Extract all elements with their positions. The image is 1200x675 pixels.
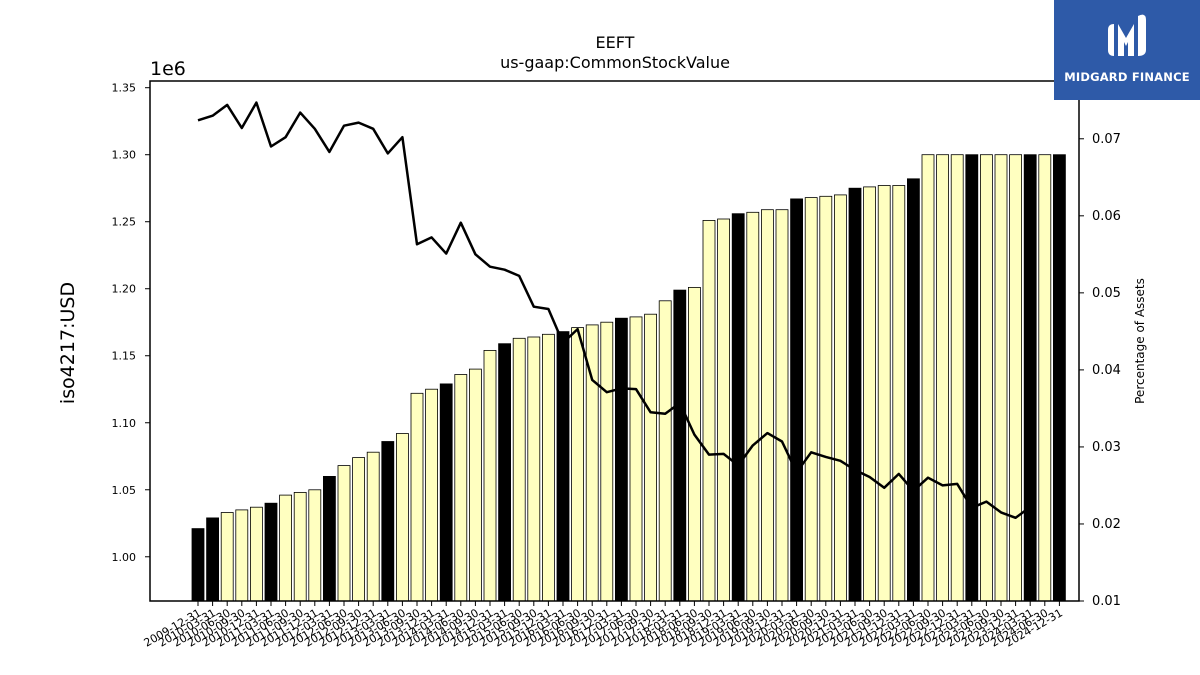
bar-2011-12-31 (308, 489, 322, 602)
y2-tick-label: 0.06 (1092, 209, 1121, 224)
bar-2018-03-31 (673, 289, 687, 602)
bar-2014-12-31 (483, 349, 497, 602)
bar-2011-06-30 (279, 494, 293, 602)
y2-tick-label: 0.02 (1092, 517, 1121, 532)
bar-2019-06-30 (746, 211, 760, 602)
bar-2021-12-31 (892, 185, 906, 602)
bar-2017-09-30 (644, 313, 657, 602)
bar-2022-12-31 (950, 154, 964, 602)
bar-2017-03-31 (615, 317, 628, 602)
chart-title: EEFT (596, 33, 635, 52)
y2-axis-label: Percentage of Assets (1133, 278, 1147, 404)
bar-2015-12-31 (542, 333, 555, 602)
bar-2017-12-31 (658, 300, 672, 602)
bar-2012-12-31 (366, 451, 380, 602)
bar-2024-03-31 (1023, 154, 1037, 602)
bar-2018-09-30 (702, 219, 716, 602)
bar-2017-06-30 (629, 316, 643, 602)
bar-2013-06-30 (395, 433, 409, 602)
y-tick-label: 1.10 (112, 417, 137, 430)
bar-2018-12-31 (717, 218, 730, 602)
bar-2022-06-30 (921, 154, 935, 602)
y2-tick-label: 0.03 (1092, 440, 1121, 455)
bar-2012-06-30 (337, 465, 351, 602)
y2-tick-label: 0.04 (1092, 363, 1121, 378)
bar-2014-09-30 (468, 368, 482, 602)
y-axis-ticks: 1.00 1.05 1.10 1.15 1.20 1.25 1.30 1.35 (112, 82, 150, 564)
bar-2021-09-30 (877, 185, 891, 602)
bar-2015-06-30 (512, 337, 526, 602)
bar-2021-03-31 (848, 187, 862, 602)
y-tick-label: 1.35 (112, 82, 137, 95)
plot-frame (149, 80, 1080, 602)
bar-2010-06-30 (220, 512, 234, 602)
y2-tick-label: 0.07 (1092, 132, 1121, 147)
bar-2010-09-30 (235, 509, 249, 602)
bar-2016-12-31 (600, 321, 614, 602)
percent-of-assets-line (197, 101, 1031, 520)
bar-2019-09-30 (761, 209, 774, 602)
bar-2023-12-31 (1009, 154, 1022, 602)
bar-2013-09-30 (410, 392, 424, 602)
bar-2012-03-31 (322, 475, 336, 602)
x-axis-ticks: 2009-12-312010-03-312010-06-302010-09-30… (142, 601, 1065, 650)
y2-axis-ticks: 0.01 0.02 0.03 0.04 0.05 0.06 0.07 (1079, 132, 1121, 609)
bar-2020-12-31 (834, 194, 847, 602)
bar-2012-09-30 (352, 457, 366, 602)
bar-2014-03-31 (439, 383, 453, 602)
y-tick-label: 1.15 (112, 350, 137, 363)
bar-2014-06-30 (454, 374, 468, 602)
bar-2018-06-30 (688, 286, 701, 602)
bar-2022-03-31 (907, 178, 920, 602)
bar-2020-03-31 (790, 198, 803, 602)
y-tick-label: 1.30 (112, 149, 137, 162)
bar-2024-06-30 (1038, 154, 1052, 602)
bar-2011-09-30 (293, 491, 307, 602)
y2-tick-label: 0.01 (1092, 594, 1121, 609)
brand-name: MIDGARD FINANCE (1064, 70, 1190, 84)
bar-2020-09-30 (819, 195, 833, 602)
bar-2010-03-31 (206, 517, 220, 602)
bar-2015-03-31 (498, 343, 512, 602)
y-offset-text: 1e6 (150, 58, 186, 80)
bar-series (191, 154, 1066, 602)
bar-2009-12-31 (191, 528, 205, 602)
percent-line-series (197, 101, 1031, 520)
bar-2010-12-31 (249, 506, 263, 602)
bar-2013-03-31 (381, 441, 395, 602)
bar-2016-03-31 (556, 331, 570, 602)
bar-2019-12-31 (775, 209, 789, 602)
bar-2011-03-31 (264, 502, 278, 602)
bar-2013-12-31 (425, 388, 439, 602)
bar-2020-06-30 (804, 197, 818, 602)
bar-2023-06-30 (980, 154, 993, 602)
y-tick-label: 1.05 (112, 484, 137, 497)
chart-subtitle: us-gaap:CommonStockValue (500, 53, 730, 72)
bar-2015-09-30 (527, 336, 541, 602)
bar-2019-03-31 (731, 213, 745, 602)
bar-2022-09-30 (936, 154, 949, 602)
midgard-m-icon (1108, 14, 1146, 57)
bar-2021-06-30 (863, 186, 876, 602)
y-tick-label: 1.25 (112, 216, 137, 229)
bar-2023-03-31 (965, 154, 979, 602)
y-tick-label: 1.20 (112, 283, 137, 296)
bar-2016-06-30 (571, 327, 584, 602)
y2-tick-label: 0.05 (1092, 286, 1121, 301)
y-tick-label: 1.00 (112, 551, 137, 564)
bar-2023-09-30 (994, 154, 1008, 602)
brand-logo: MIDGARD FINANCE (1054, 0, 1200, 100)
y-axis-label: iso4217:USD (57, 282, 79, 404)
bar-2024-09-30 (1053, 154, 1066, 602)
